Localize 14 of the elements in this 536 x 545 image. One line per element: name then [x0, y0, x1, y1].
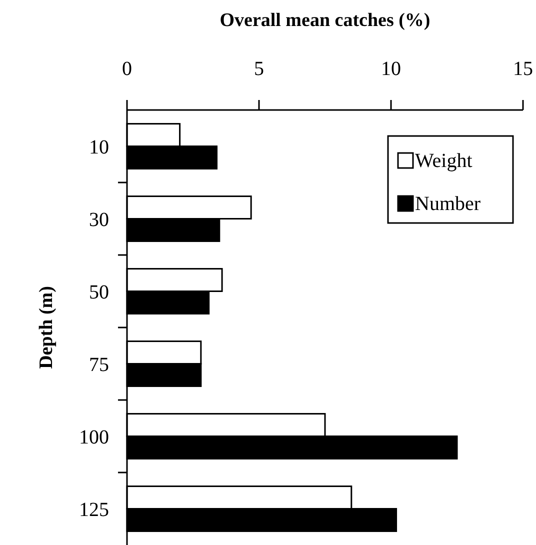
y-tick-label: 50: [89, 281, 109, 304]
y-axis-title: Depth (m): [36, 286, 57, 369]
x-tick-label: 0: [122, 58, 132, 80]
legend-label: Number: [415, 193, 481, 215]
y-tick-label: 75: [89, 354, 109, 376]
legend-label: Weight: [415, 150, 473, 172]
x-tick-label: 10: [381, 58, 401, 80]
x-tick-label: 5: [254, 58, 264, 80]
y-tick-label: 10: [89, 136, 109, 158]
y-tick-label: 100: [79, 426, 109, 448]
y-tick-label: 30: [89, 208, 109, 231]
x-tick-label: 15: [513, 58, 533, 80]
y-tick-label: 125: [79, 498, 109, 521]
x-axis-title: Overall mean catches (%): [220, 10, 430, 31]
